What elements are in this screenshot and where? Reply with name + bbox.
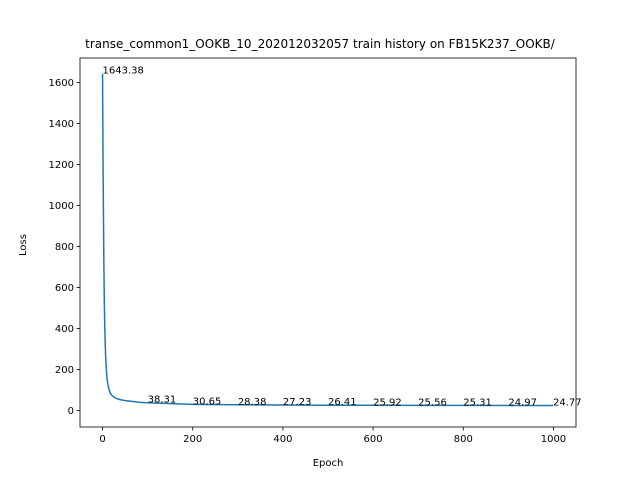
data-value-label: 25.56 xyxy=(418,397,447,408)
data-value-label: 30.65 xyxy=(193,396,222,407)
data-value-label: 26.41 xyxy=(328,397,357,408)
data-value-label: 1643.38 xyxy=(103,66,144,77)
data-value-label: 24.77 xyxy=(553,398,582,409)
y-tick-label: 1400 xyxy=(49,119,74,130)
data-value-label: 28.38 xyxy=(238,397,267,408)
x-axis-label: Epoch xyxy=(313,458,344,469)
data-value-label: 25.92 xyxy=(373,397,402,408)
y-tick-label: 600 xyxy=(55,283,74,294)
y-tick-label: 1600 xyxy=(49,78,74,89)
loss-series-line xyxy=(101,73,554,407)
x-tick-label: 200 xyxy=(183,434,202,445)
y-axis-label: Loss xyxy=(18,234,29,256)
data-value-label: 38.31 xyxy=(148,395,177,406)
plot-frame xyxy=(79,57,577,428)
x-tick-label: 400 xyxy=(273,434,292,445)
data-value-label: 27.23 xyxy=(283,397,312,408)
data-value-label: 25.31 xyxy=(463,397,492,408)
x-tick-label: 600 xyxy=(364,434,383,445)
x-tick-label: 1000 xyxy=(541,434,566,445)
y-tick-label: 1000 xyxy=(49,201,74,212)
y-tick-label: 1200 xyxy=(49,160,74,171)
y-tick-label: 800 xyxy=(55,242,74,253)
x-tick-label: 800 xyxy=(454,434,473,445)
data-value-label: 24.97 xyxy=(508,397,537,408)
y-tick-label: 400 xyxy=(55,324,74,335)
y-tick-label: 200 xyxy=(55,365,74,376)
plot-area: 0 200 400 600 800 1000 0 200 400 600 800 1000 1200 14… xyxy=(49,57,582,445)
y-tick-label: 0 xyxy=(68,406,74,417)
x-tick-label: 0 xyxy=(99,434,105,445)
chart-title: transe_common1_OOKB_10_202012032057 trai… xyxy=(85,37,556,51)
